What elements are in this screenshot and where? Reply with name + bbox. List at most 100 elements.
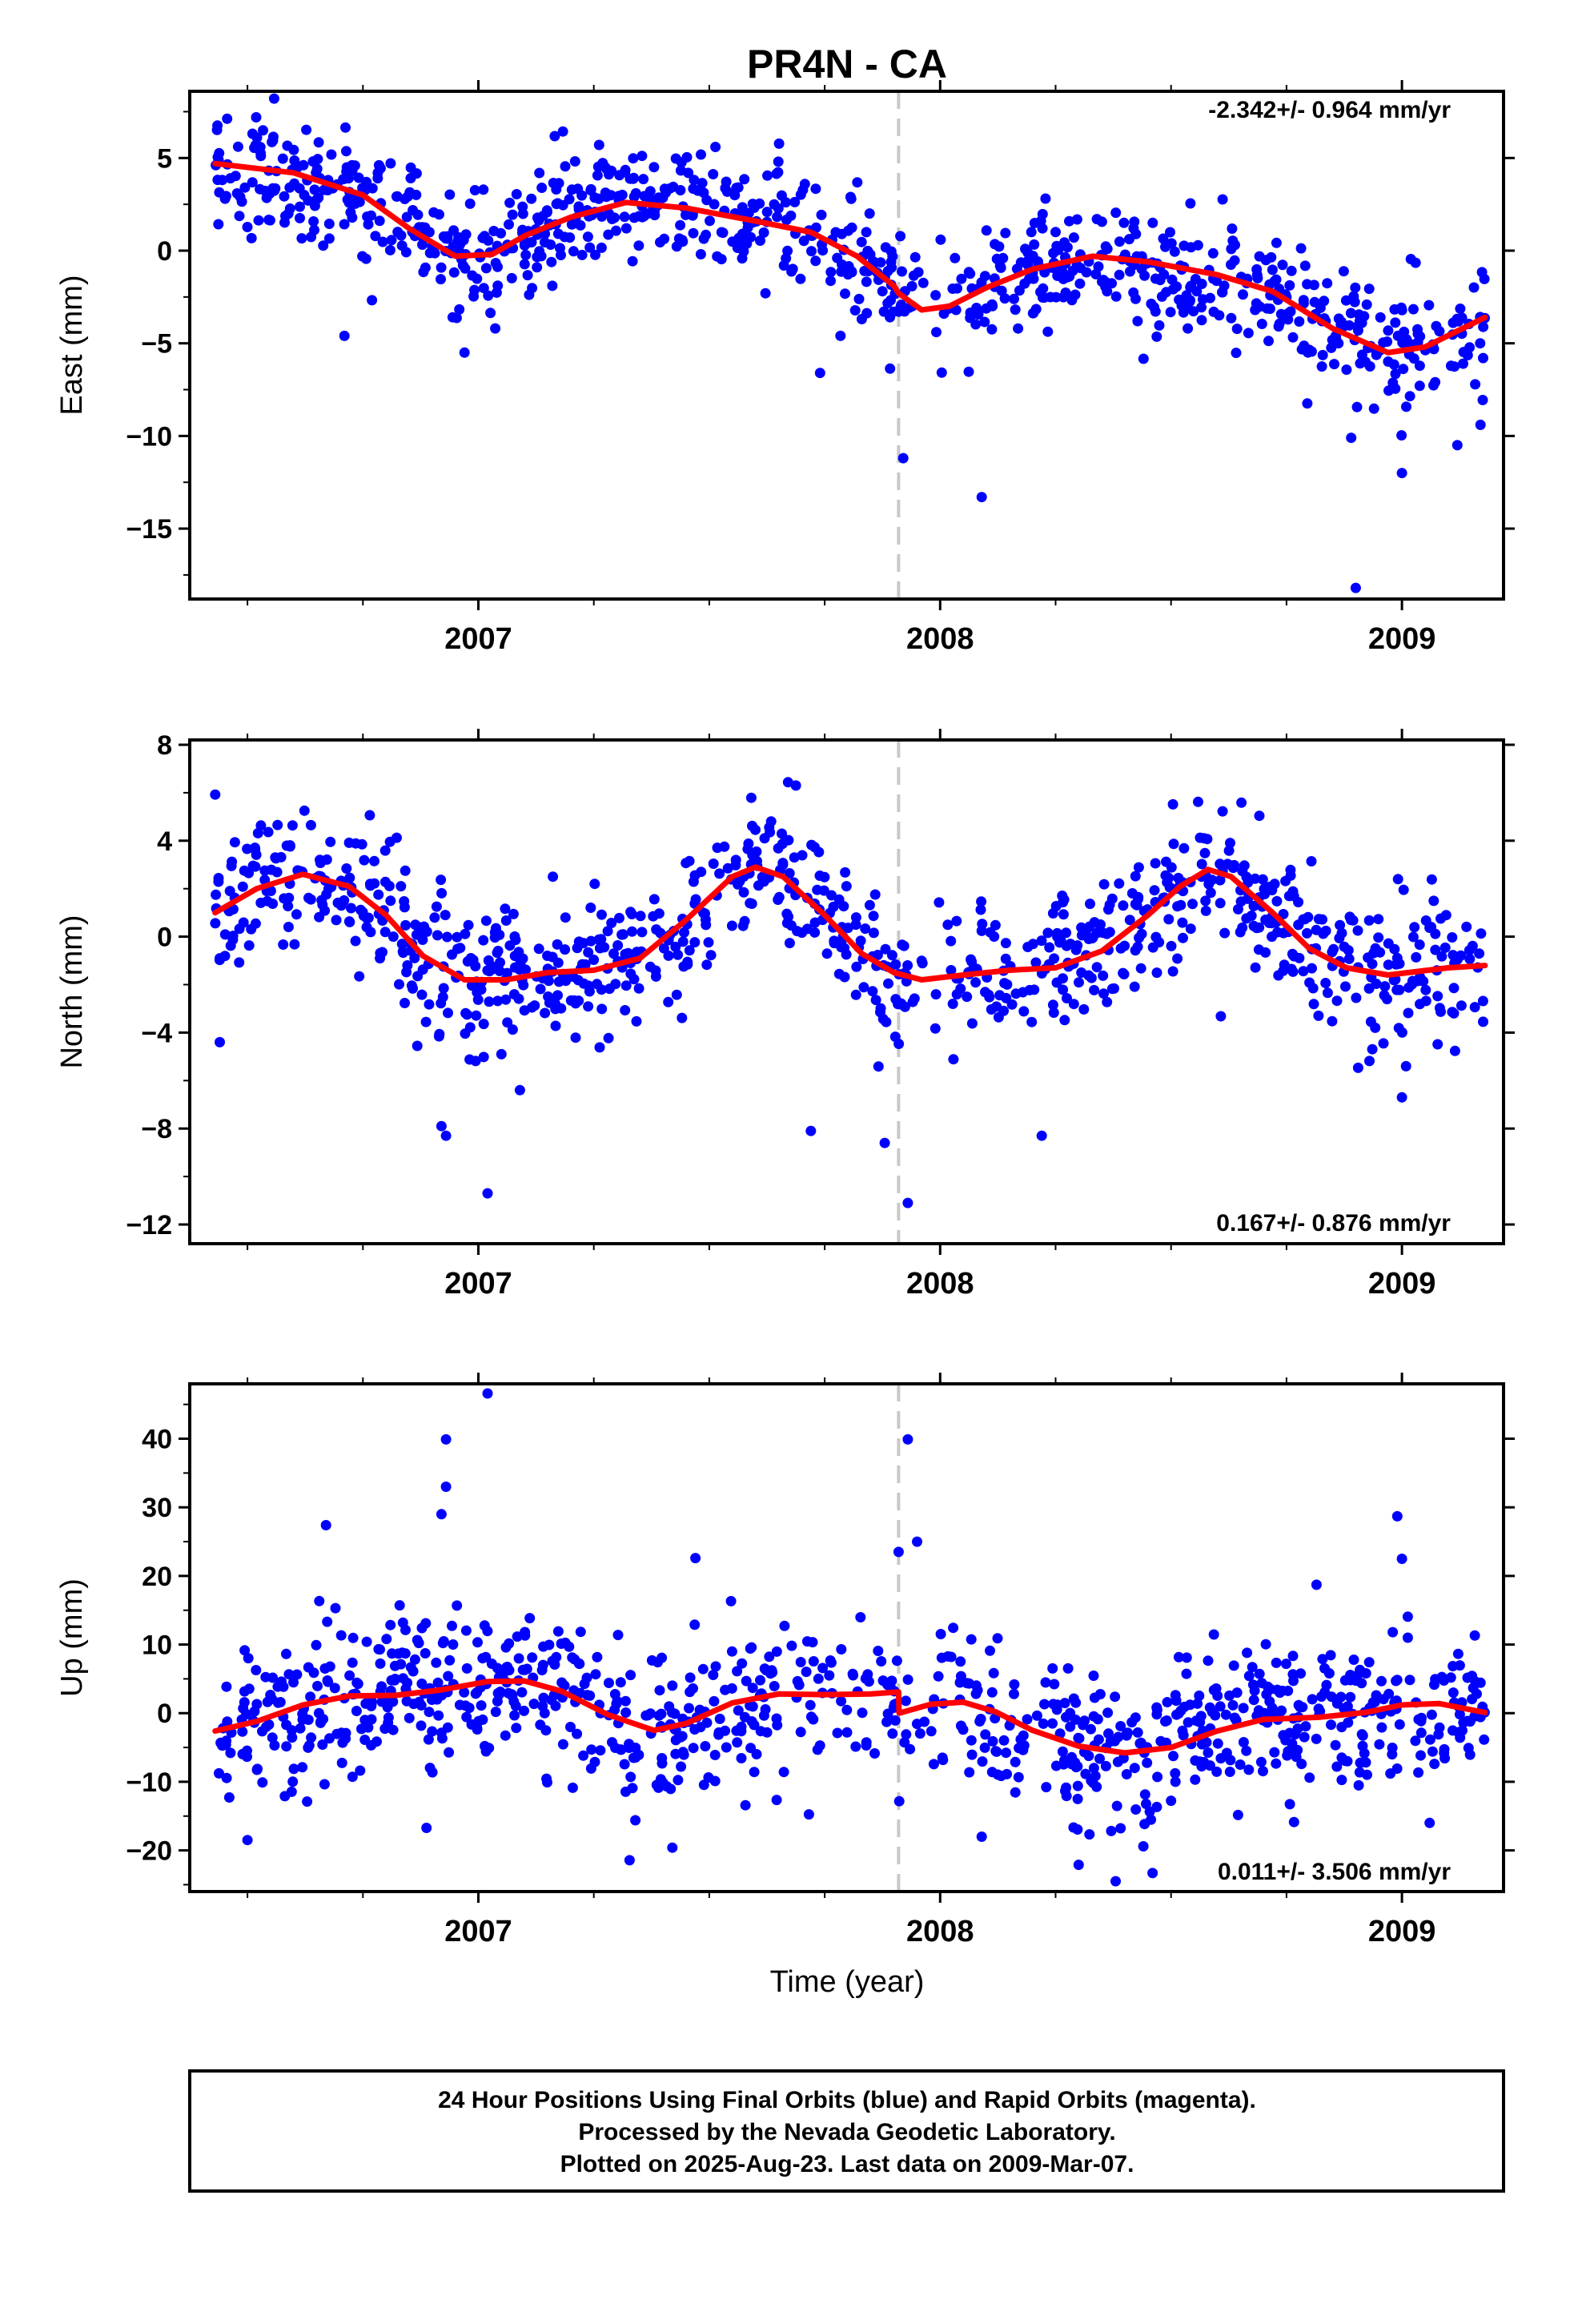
- data-point: [1168, 838, 1179, 850]
- data-point: [1339, 941, 1350, 952]
- data-point: [855, 1612, 866, 1622]
- data-point: [1392, 874, 1403, 885]
- data-point: [955, 983, 966, 995]
- data-point: [1057, 1746, 1068, 1757]
- data-point: [394, 979, 404, 990]
- data-point: [1269, 1747, 1280, 1758]
- data-point: [1175, 1705, 1186, 1716]
- data-point: [1407, 304, 1419, 315]
- data-point: [1001, 1747, 1012, 1759]
- data-point: [689, 1724, 701, 1735]
- data-point: [394, 1600, 405, 1611]
- data-point: [283, 1669, 295, 1680]
- data-point: [417, 935, 428, 945]
- data-point: [565, 1722, 576, 1732]
- data-point: [379, 927, 391, 938]
- data-point: [271, 866, 283, 878]
- data-point: [477, 1714, 488, 1725]
- data-point: [698, 233, 709, 244]
- data-point: [617, 929, 628, 940]
- data-point: [1047, 999, 1058, 1011]
- footer-box: 24 Hour Positions Using Final Orbits (bl…: [188, 2069, 1505, 2193]
- data-point: [247, 860, 259, 871]
- data-point: [1260, 1638, 1271, 1650]
- data-point: [372, 173, 383, 184]
- x-axis-label: Time (year): [770, 1965, 925, 1999]
- data-point: [371, 1736, 382, 1747]
- data-point: [1070, 1757, 1081, 1768]
- data-point: [214, 147, 225, 159]
- data-point: [1221, 1747, 1232, 1759]
- data-point: [867, 986, 878, 997]
- data-point: [651, 1779, 662, 1791]
- data-point: [440, 1130, 452, 1141]
- data-point: [1458, 358, 1468, 369]
- data-point: [1284, 1799, 1295, 1810]
- data-point: [1167, 966, 1178, 977]
- data-point: [1158, 233, 1169, 244]
- data-point: [223, 1792, 235, 1803]
- data-point: [689, 1619, 701, 1630]
- data-point: [758, 227, 769, 238]
- data-point: [1396, 1554, 1407, 1564]
- data-point: [705, 950, 717, 961]
- data-point: [1396, 468, 1407, 479]
- data-point: [696, 866, 707, 878]
- data-point: [602, 926, 613, 937]
- data-point: [697, 1663, 709, 1675]
- data-point: [1311, 1579, 1322, 1590]
- data-point: [454, 1699, 465, 1711]
- data-point: [1300, 1721, 1311, 1732]
- data-point: [1084, 1829, 1095, 1840]
- data-point: [981, 303, 992, 314]
- data-point: [550, 1700, 561, 1711]
- data-point: [504, 219, 514, 230]
- data-point: [374, 215, 385, 227]
- data-point: [1163, 914, 1174, 925]
- data-point: [400, 998, 410, 1008]
- data-point: [384, 836, 396, 847]
- data-point: [1255, 301, 1266, 312]
- data-point: [545, 239, 556, 250]
- data-point: [440, 1433, 452, 1445]
- data-point: [312, 154, 323, 165]
- data-point: [771, 1646, 782, 1657]
- data-point: [1452, 440, 1463, 451]
- data-point: [1224, 1767, 1235, 1777]
- data-point: [1115, 1823, 1126, 1834]
- data-point: [1149, 885, 1160, 896]
- data-point: [789, 852, 800, 863]
- data-point: [1363, 283, 1375, 295]
- data-point: [363, 219, 374, 230]
- data-point: [1114, 878, 1125, 889]
- data-point: [769, 199, 780, 210]
- data-point: [344, 1670, 355, 1681]
- data-point: [1068, 999, 1079, 1010]
- data-point: [931, 327, 942, 338]
- data-point: [1346, 432, 1357, 444]
- plot-frame-east: [188, 90, 1505, 601]
- data-point: [998, 1735, 1010, 1746]
- data-point: [1344, 911, 1355, 923]
- data-point: [1074, 278, 1086, 289]
- data-point: [1114, 236, 1125, 247]
- data-point: [309, 184, 320, 195]
- data-point: [807, 1637, 818, 1648]
- data-point: [688, 1743, 699, 1754]
- data-point: [1061, 927, 1072, 939]
- data-point: [251, 1699, 263, 1710]
- data-point: [1461, 921, 1472, 932]
- data-point: [1207, 247, 1219, 259]
- data-point: [1317, 914, 1327, 925]
- data-point: [1238, 1703, 1249, 1714]
- data-point: [1458, 1717, 1469, 1728]
- data-point: [942, 919, 954, 931]
- data-point: [448, 267, 460, 278]
- data-point: [673, 1775, 684, 1786]
- data-point: [1295, 1702, 1306, 1713]
- data-point: [695, 249, 706, 259]
- data-point: [557, 1739, 568, 1750]
- data-point: [288, 1677, 299, 1688]
- data-point: [951, 915, 962, 927]
- data-point: [1000, 953, 1011, 964]
